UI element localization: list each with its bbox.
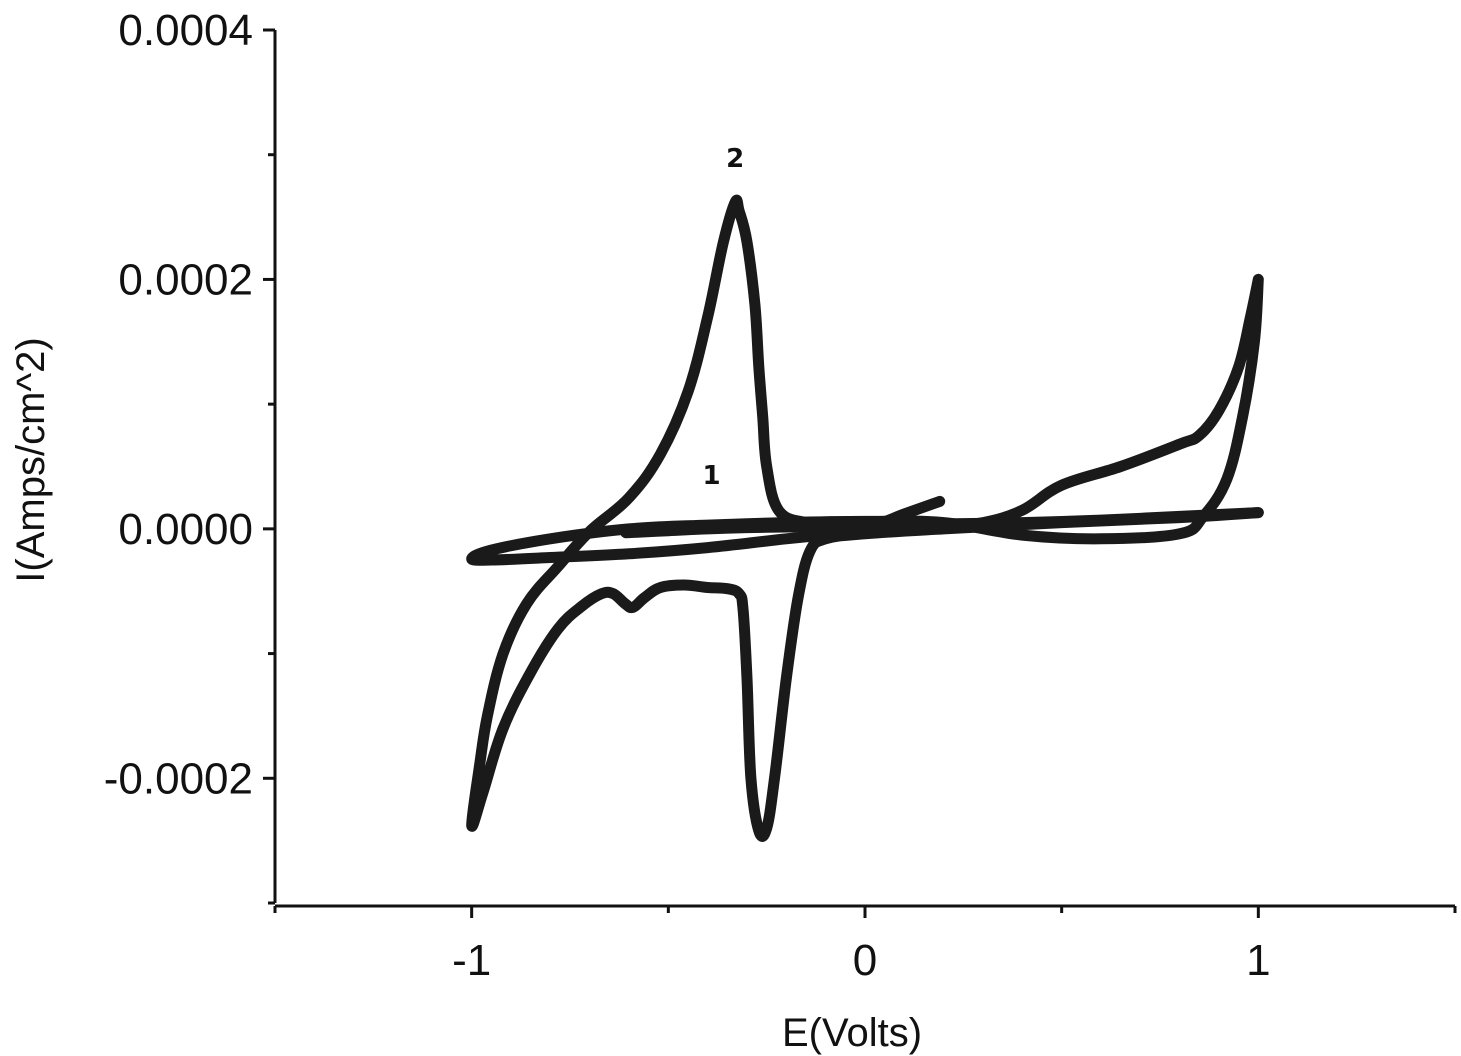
- y-tick-label: 0.0002: [118, 255, 253, 304]
- x-tick-label: 1: [1246, 936, 1270, 985]
- y-axis-title: I(Amps/cm^2): [9, 337, 53, 582]
- x-tick-label: 0: [853, 936, 877, 985]
- series-group: [466, 194, 1264, 842]
- curve-annotation-label: 1: [703, 461, 721, 491]
- x-axis-title: E(Volts): [782, 1011, 922, 1055]
- curve-annotation-label: 2: [726, 144, 744, 174]
- cv-curve-3: [620, 507, 1264, 539]
- ticks: 0.0004 0.0002 0.0000 -0.0002 -1 0 1: [104, 6, 1457, 985]
- y-tick-label: -0.0002: [104, 754, 253, 803]
- y-tick-label: 0.0000: [118, 505, 253, 554]
- axes: [273, 30, 1455, 908]
- cv-curve-1: [466, 194, 1264, 842]
- annotations: 21: [703, 144, 745, 491]
- x-tick-label: -1: [452, 936, 491, 985]
- cv-curve-2: [466, 273, 1264, 566]
- y-tick-label: 0.0004: [118, 6, 253, 55]
